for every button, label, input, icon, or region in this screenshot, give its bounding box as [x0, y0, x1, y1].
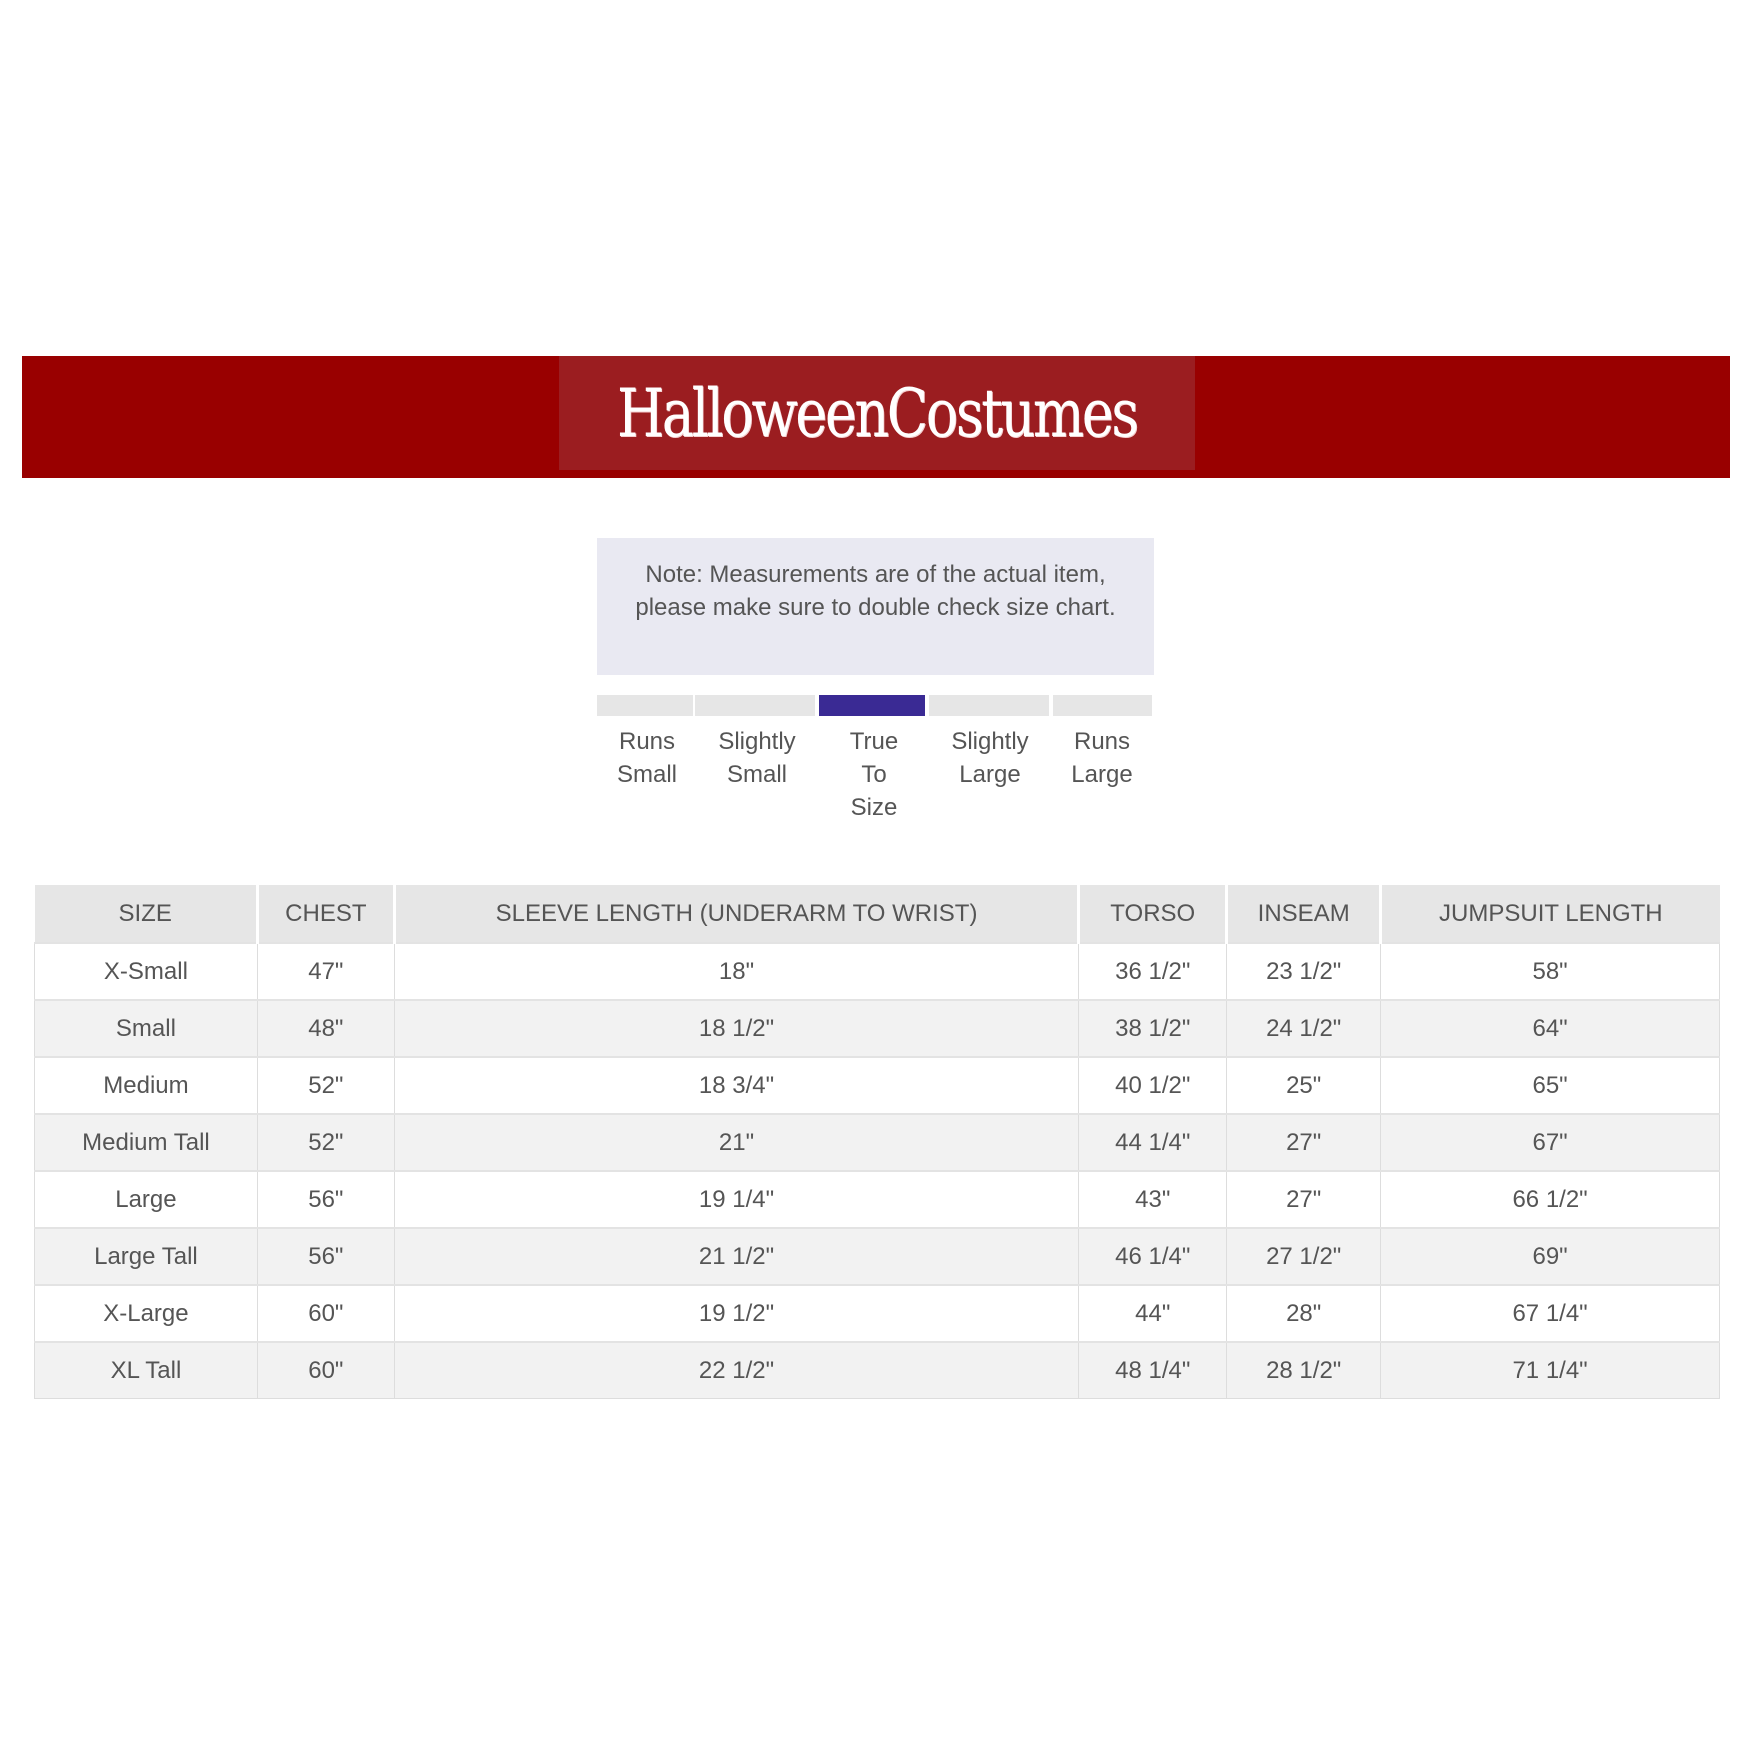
- fit-scale-label-line: Runs: [618, 728, 676, 755]
- table-cell: 60": [256, 1284, 395, 1343]
- column-header: SLEEVE LENGTH (UNDERARM TO WRIST): [394, 885, 1081, 943]
- table-cell: 19 1/2": [393, 1284, 1080, 1343]
- fit-scale-label: Runs Large: [1042, 725, 1162, 791]
- fit-scale-label-line: Large: [1071, 761, 1133, 788]
- table-cell: 36 1/2": [1078, 942, 1228, 1001]
- table-cell: 56": [256, 1227, 395, 1286]
- table-cell: 67 1/4": [1380, 1284, 1720, 1343]
- table-cell: 65": [1380, 1056, 1720, 1115]
- logo[interactable]: HalloweenCostumes: [559, 356, 1195, 470]
- table-cell: 43": [1078, 1170, 1228, 1229]
- table-row: Small 48" 18 1/2" 38 1/2" 24 1/2" 64": [34, 999, 1720, 1058]
- table-row: Medium Tall 52" 21" 44 1/4" 27" 67": [34, 1113, 1720, 1172]
- column-header: SIZE: [34, 885, 259, 943]
- table-cell: Large: [34, 1170, 258, 1229]
- table-cell: 52": [256, 1056, 395, 1115]
- table-row: X-Small 47" 18" 36 1/2" 23 1/2" 58": [34, 942, 1720, 1001]
- table-cell: 60": [256, 1341, 395, 1399]
- table-row: Large Tall 56" 21 1/2" 46 1/4" 27 1/2" 69": [34, 1227, 1720, 1286]
- table-cell: 21 1/2": [393, 1227, 1080, 1286]
- fit-scale-label-line: Small: [616, 761, 677, 788]
- table-cell: XL Tall: [34, 1341, 258, 1399]
- table-cell: 23 1/2": [1226, 942, 1382, 1001]
- fit-scale-label: Slightly Small: [697, 725, 817, 791]
- table-cell: Small: [34, 999, 258, 1058]
- fit-scale-label-line: Slightly: [718, 728, 796, 755]
- fit-scale-segment: [1053, 695, 1152, 716]
- table-cell: 64": [1380, 999, 1720, 1058]
- table-cell: 22 1/2": [393, 1341, 1080, 1399]
- fit-scale-label: Slightly Large: [930, 725, 1050, 791]
- table-cell: 27": [1226, 1170, 1382, 1229]
- table-cell: 21": [393, 1113, 1080, 1172]
- table-cell: 38 1/2": [1078, 999, 1228, 1058]
- table-header-row: SIZE CHEST SLEEVE LENGTH (UNDERARM TO WRIS…: [34, 885, 1720, 943]
- table-cell: 46 1/4": [1078, 1227, 1228, 1286]
- table-cell: 19 1/4": [393, 1170, 1080, 1229]
- table-cell: X-Large: [34, 1284, 258, 1343]
- table-cell: 67": [1380, 1113, 1720, 1172]
- table-cell: 71 1/4": [1380, 1341, 1720, 1399]
- table-cell: 18 1/2": [393, 999, 1080, 1058]
- fit-scale-label-line: Runs: [1073, 728, 1131, 755]
- table-cell: 40 1/2": [1078, 1056, 1228, 1115]
- column-header: CHEST: [257, 885, 396, 943]
- measurement-note: Note: Measurements are of the actual ite…: [597, 538, 1154, 675]
- table-cell: 56": [256, 1170, 395, 1229]
- table-cell: 27 1/2": [1226, 1227, 1382, 1286]
- table-cell: Medium: [34, 1056, 258, 1115]
- brand-banner: HalloweenCostumes: [22, 356, 1730, 478]
- table-cell: 18": [393, 942, 1080, 1001]
- table-cell: 44 1/4": [1078, 1113, 1228, 1172]
- fit-scale-label-line: True: [849, 728, 899, 755]
- size-chart-table: SIZE CHEST SLEEVE LENGTH (UNDERARM TO WRIS…: [34, 885, 1720, 1399]
- table-cell: 47": [256, 942, 395, 1001]
- fit-scale-label-line: Small: [726, 761, 787, 788]
- table-cell: 48 1/4": [1078, 1341, 1228, 1399]
- fit-scale-label-line: Size: [850, 794, 898, 821]
- table-cell: 18 3/4": [393, 1056, 1080, 1115]
- table-cell: 44": [1078, 1284, 1228, 1343]
- table-row: Large 56" 19 1/4" 43" 27" 66 1/2": [34, 1170, 1720, 1229]
- table-cell: X-Small: [34, 942, 258, 1001]
- fit-scale-label-line: Large: [959, 761, 1021, 788]
- column-header: TORSO: [1078, 885, 1229, 943]
- table-row: XL Tall 60" 22 1/2" 48 1/4" 28 1/2" 71 1/4": [34, 1341, 1720, 1399]
- column-header: JUMPSUIT LENGTH: [1380, 885, 1720, 943]
- logo-text: HalloweenCostumes: [617, 374, 1139, 452]
- fit-scale-segment: [597, 695, 693, 716]
- table-row: X-Large 60" 19 1/2" 44" 28" 67 1/4": [34, 1284, 1720, 1343]
- table-cell: 69": [1380, 1227, 1720, 1286]
- table-cell: Large Tall: [34, 1227, 258, 1286]
- table-cell: 28 1/2": [1226, 1341, 1382, 1399]
- table-cell: Medium Tall: [34, 1113, 258, 1172]
- table-cell: 27": [1226, 1113, 1382, 1172]
- fit-scale-segment: [819, 695, 925, 716]
- table-cell: 58": [1380, 942, 1720, 1001]
- table-row: Medium 52" 18 3/4" 40 1/2" 25" 65": [34, 1056, 1720, 1115]
- fit-scale-label-line: Slightly: [951, 728, 1029, 755]
- fit-scale-label: True To Size: [814, 725, 934, 824]
- table-cell: 52": [256, 1113, 395, 1172]
- table-cell: 24 1/2": [1226, 999, 1382, 1058]
- table-cell: 66 1/2": [1380, 1170, 1720, 1229]
- table-cell: 28": [1226, 1284, 1382, 1343]
- fit-scale-segment: [929, 695, 1049, 716]
- table-cell: 48": [256, 999, 395, 1058]
- fit-scale-segment: [695, 695, 815, 716]
- fit-scale-bar: [597, 695, 1153, 716]
- column-header: INSEAM: [1226, 885, 1383, 943]
- fit-scale-label-line: To: [861, 761, 887, 788]
- fit-scale-label: Runs Small: [587, 725, 707, 791]
- table-cell: 25": [1226, 1056, 1382, 1115]
